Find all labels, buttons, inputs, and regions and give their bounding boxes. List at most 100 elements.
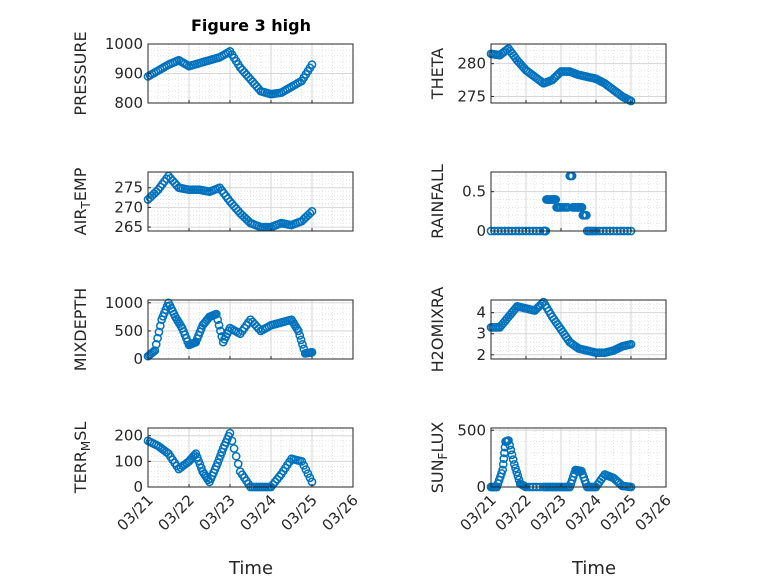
y-tick-label: 500 bbox=[114, 322, 143, 340]
y-tick-label: 275 bbox=[457, 87, 486, 105]
y-tick-label: 1000 bbox=[105, 35, 143, 53]
y-tick-label: 275 bbox=[114, 179, 143, 197]
axes-box bbox=[147, 427, 354, 488]
panel-4: 0 0.5 RAINFALL bbox=[428, 164, 667, 240]
data-point bbox=[509, 459, 519, 469]
axes-box bbox=[147, 171, 354, 232]
x-axis-label-right: Time bbox=[571, 558, 616, 579]
data-point bbox=[307, 60, 317, 70]
y-tick-label: 500 bbox=[457, 421, 486, 439]
data-point-interp bbox=[229, 444, 239, 453]
axes-box bbox=[490, 427, 667, 488]
y-axis-label: PRESSURE bbox=[71, 31, 90, 115]
data-point-interp bbox=[513, 471, 523, 481]
y-tick-label: 265 bbox=[114, 218, 143, 236]
y-tick-label: 900 bbox=[114, 65, 143, 83]
data-point-interp bbox=[213, 315, 223, 325]
data-point-interp bbox=[299, 461, 309, 470]
y-axis-label: TERRMSL bbox=[71, 422, 93, 495]
y-tick-label: 1000 bbox=[105, 294, 143, 312]
y-tick-label: 100 bbox=[114, 452, 143, 470]
y-tick-label: 0 bbox=[133, 350, 143, 368]
y-tick-label: 800 bbox=[114, 94, 143, 112]
data-point-interp bbox=[149, 347, 158, 357]
series-markers bbox=[143, 47, 317, 99]
data-point-interp bbox=[305, 208, 315, 218]
y-tick-label: 0 bbox=[133, 478, 143, 496]
data-point-interp bbox=[154, 327, 164, 337]
series-markers bbox=[486, 44, 636, 106]
data-point-interp bbox=[155, 321, 165, 331]
axes-box bbox=[490, 299, 667, 360]
data-point-interp bbox=[505, 440, 515, 450]
panel-5: 0 500 1000 MIXDEPTH bbox=[71, 288, 354, 371]
x-axis-label-left: Time bbox=[228, 558, 273, 579]
data-point bbox=[626, 96, 636, 106]
plot-area bbox=[491, 428, 666, 487]
data-point bbox=[293, 326, 303, 336]
y-tick-label: 2 bbox=[476, 346, 486, 364]
plot-area bbox=[148, 172, 353, 231]
data-point bbox=[504, 436, 513, 445]
data-point-interp bbox=[506, 445, 516, 455]
data-point bbox=[307, 347, 317, 357]
data-point bbox=[225, 428, 235, 438]
data-point-interp bbox=[508, 455, 518, 464]
data-point bbox=[498, 465, 508, 475]
data-point bbox=[211, 309, 221, 319]
data-point-interp bbox=[511, 463, 520, 473]
data-point-interp bbox=[303, 469, 313, 479]
series-markers bbox=[143, 298, 317, 361]
data-point-interp bbox=[499, 454, 509, 463]
panel-2: 275 280 THETA bbox=[428, 43, 667, 106]
data-point-interp bbox=[577, 203, 587, 212]
data-point-interp bbox=[507, 450, 517, 460]
data-point bbox=[626, 339, 636, 349]
data-point-interp bbox=[254, 324, 264, 334]
data-point-interp bbox=[498, 459, 508, 469]
y-axis-label: MIXDEPTH bbox=[71, 288, 90, 371]
data-point-interp bbox=[231, 451, 241, 461]
panel-6: 2 3 4 H2OMIXRA bbox=[428, 287, 667, 373]
figure-title: Figure 3 high bbox=[191, 16, 311, 35]
axes-box bbox=[147, 299, 354, 360]
data-point-interp bbox=[151, 340, 161, 349]
y-tick-label: 0 bbox=[476, 478, 486, 496]
plot-area bbox=[148, 428, 353, 487]
data-point-interp bbox=[296, 335, 306, 345]
data-point-interp bbox=[551, 195, 561, 204]
y-tick-label: 0.5 bbox=[462, 183, 486, 201]
y-tick-label: 200 bbox=[114, 427, 143, 445]
y-axis-label: THETA bbox=[428, 48, 447, 100]
axes-box bbox=[490, 171, 667, 232]
series-markers bbox=[486, 297, 636, 358]
data-point bbox=[297, 456, 307, 466]
y-tick-label: 4 bbox=[476, 304, 486, 322]
y-tick-label: 3 bbox=[476, 325, 486, 343]
axes-box bbox=[490, 43, 667, 104]
data-point-interp bbox=[305, 473, 315, 483]
data-point-interp bbox=[512, 467, 522, 477]
data-point bbox=[150, 346, 160, 355]
data-point-interp bbox=[582, 210, 591, 220]
data-point-interp bbox=[295, 331, 305, 340]
y-tick-label: 280 bbox=[457, 55, 486, 73]
data-point-interp bbox=[298, 340, 307, 349]
plot-area bbox=[491, 172, 666, 231]
y-axis-label: SUNFLUX bbox=[428, 422, 450, 494]
y-tick-label: 270 bbox=[114, 198, 143, 216]
data-point-interp bbox=[227, 436, 237, 446]
data-point-interp bbox=[301, 465, 311, 474]
data-point-interp bbox=[233, 459, 243, 469]
panel-1: 800 900 1000 PRESSURE bbox=[71, 31, 354, 116]
data-point-interp bbox=[153, 333, 162, 343]
data-point bbox=[307, 206, 317, 216]
data-point-interp bbox=[214, 320, 224, 330]
y-axis-label: H2OMIXRA bbox=[428, 287, 447, 373]
y-axis-label: RAINFALL bbox=[428, 164, 447, 239]
y-tick-label: 0 bbox=[476, 222, 486, 240]
series-markers bbox=[143, 171, 317, 232]
y-axis-label: AIRTEMP bbox=[71, 167, 93, 235]
